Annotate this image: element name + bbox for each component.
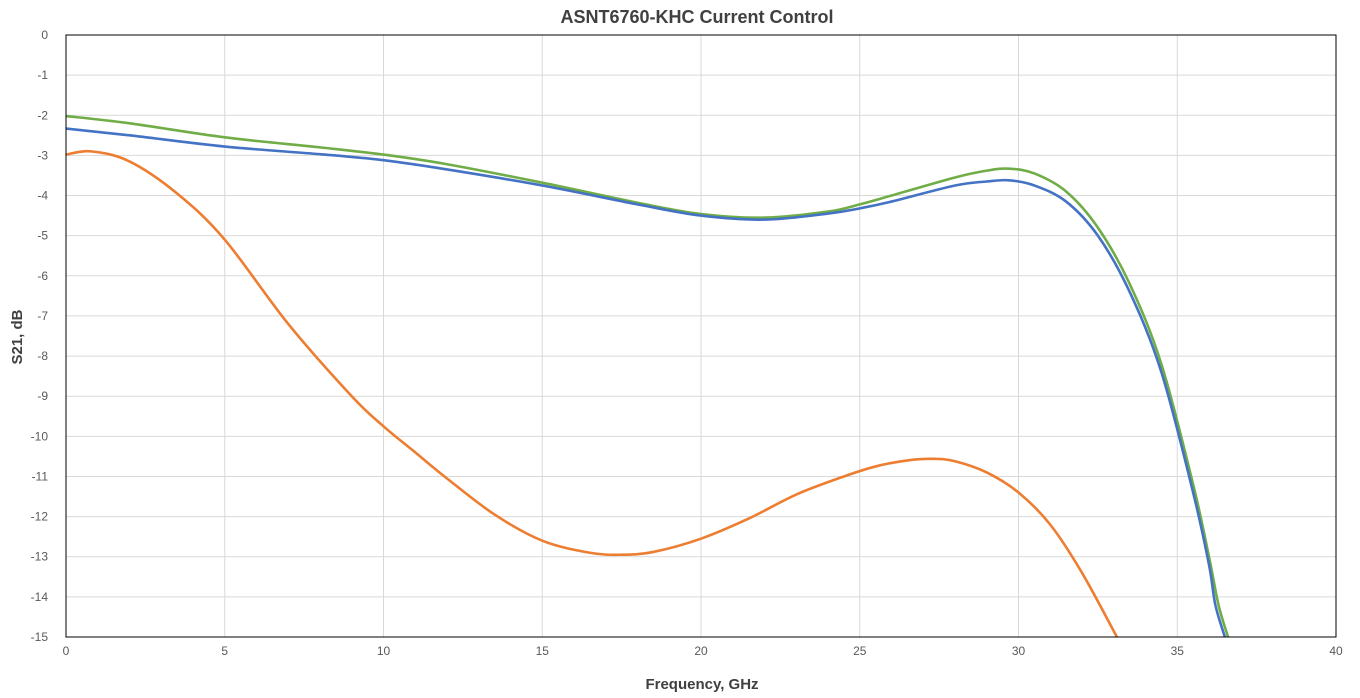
x-axis-title: Frequency, GHz xyxy=(645,676,758,693)
y-tick-label: -15 xyxy=(31,630,49,644)
plot-area-border xyxy=(65,34,1337,638)
series-line-1 xyxy=(66,114,1230,637)
x-tick-label: 15 xyxy=(536,644,550,658)
x-tick-label: 20 xyxy=(694,644,708,658)
y-tick-label: -10 xyxy=(31,429,49,443)
tick-layer: 0 5 10 15 20 25 30 35 40 0 -1 -2 -3 -4 -5 -6 -7 -8 -9 -10 -1… xyxy=(31,28,1343,658)
x-tick-label: 40 xyxy=(1329,644,1343,658)
x-tick-label: 10 xyxy=(377,644,391,658)
x-tick-label: 5 xyxy=(221,644,228,658)
y-tick-label: -1 xyxy=(37,68,48,82)
y-tick-label: -6 xyxy=(37,269,48,283)
y-tick-label: -13 xyxy=(31,550,49,564)
y-tick-label: -8 xyxy=(37,349,48,363)
series-layer xyxy=(66,114,1230,637)
x-tick-label: 35 xyxy=(1171,644,1185,658)
y-tick-label: -11 xyxy=(32,469,49,483)
y-tick-label: -14 xyxy=(31,590,49,604)
y-tick-label: -5 xyxy=(37,229,48,243)
y-tick-label: -2 xyxy=(37,108,48,122)
y-tick-label: -9 xyxy=(37,389,48,403)
x-tick-label: 30 xyxy=(1012,644,1026,658)
grid-layer xyxy=(65,34,1337,638)
y-tick-label: -4 xyxy=(37,189,48,203)
series-line-2 xyxy=(66,127,1227,637)
y-tick-label: 0 xyxy=(41,28,48,42)
x-tick-label: 25 xyxy=(853,644,867,658)
frame-layer xyxy=(65,34,1337,638)
y-tick-label: -3 xyxy=(37,148,48,162)
x-tick-label: 0 xyxy=(63,644,70,658)
y-axis-title: S21, dB xyxy=(9,309,26,364)
series-line-3 xyxy=(66,149,1119,637)
y-tick-label: -7 xyxy=(37,309,48,323)
y-tick-label: -12 xyxy=(31,510,49,524)
chart-title: ASNT6760-KHC Current Control xyxy=(560,7,833,27)
